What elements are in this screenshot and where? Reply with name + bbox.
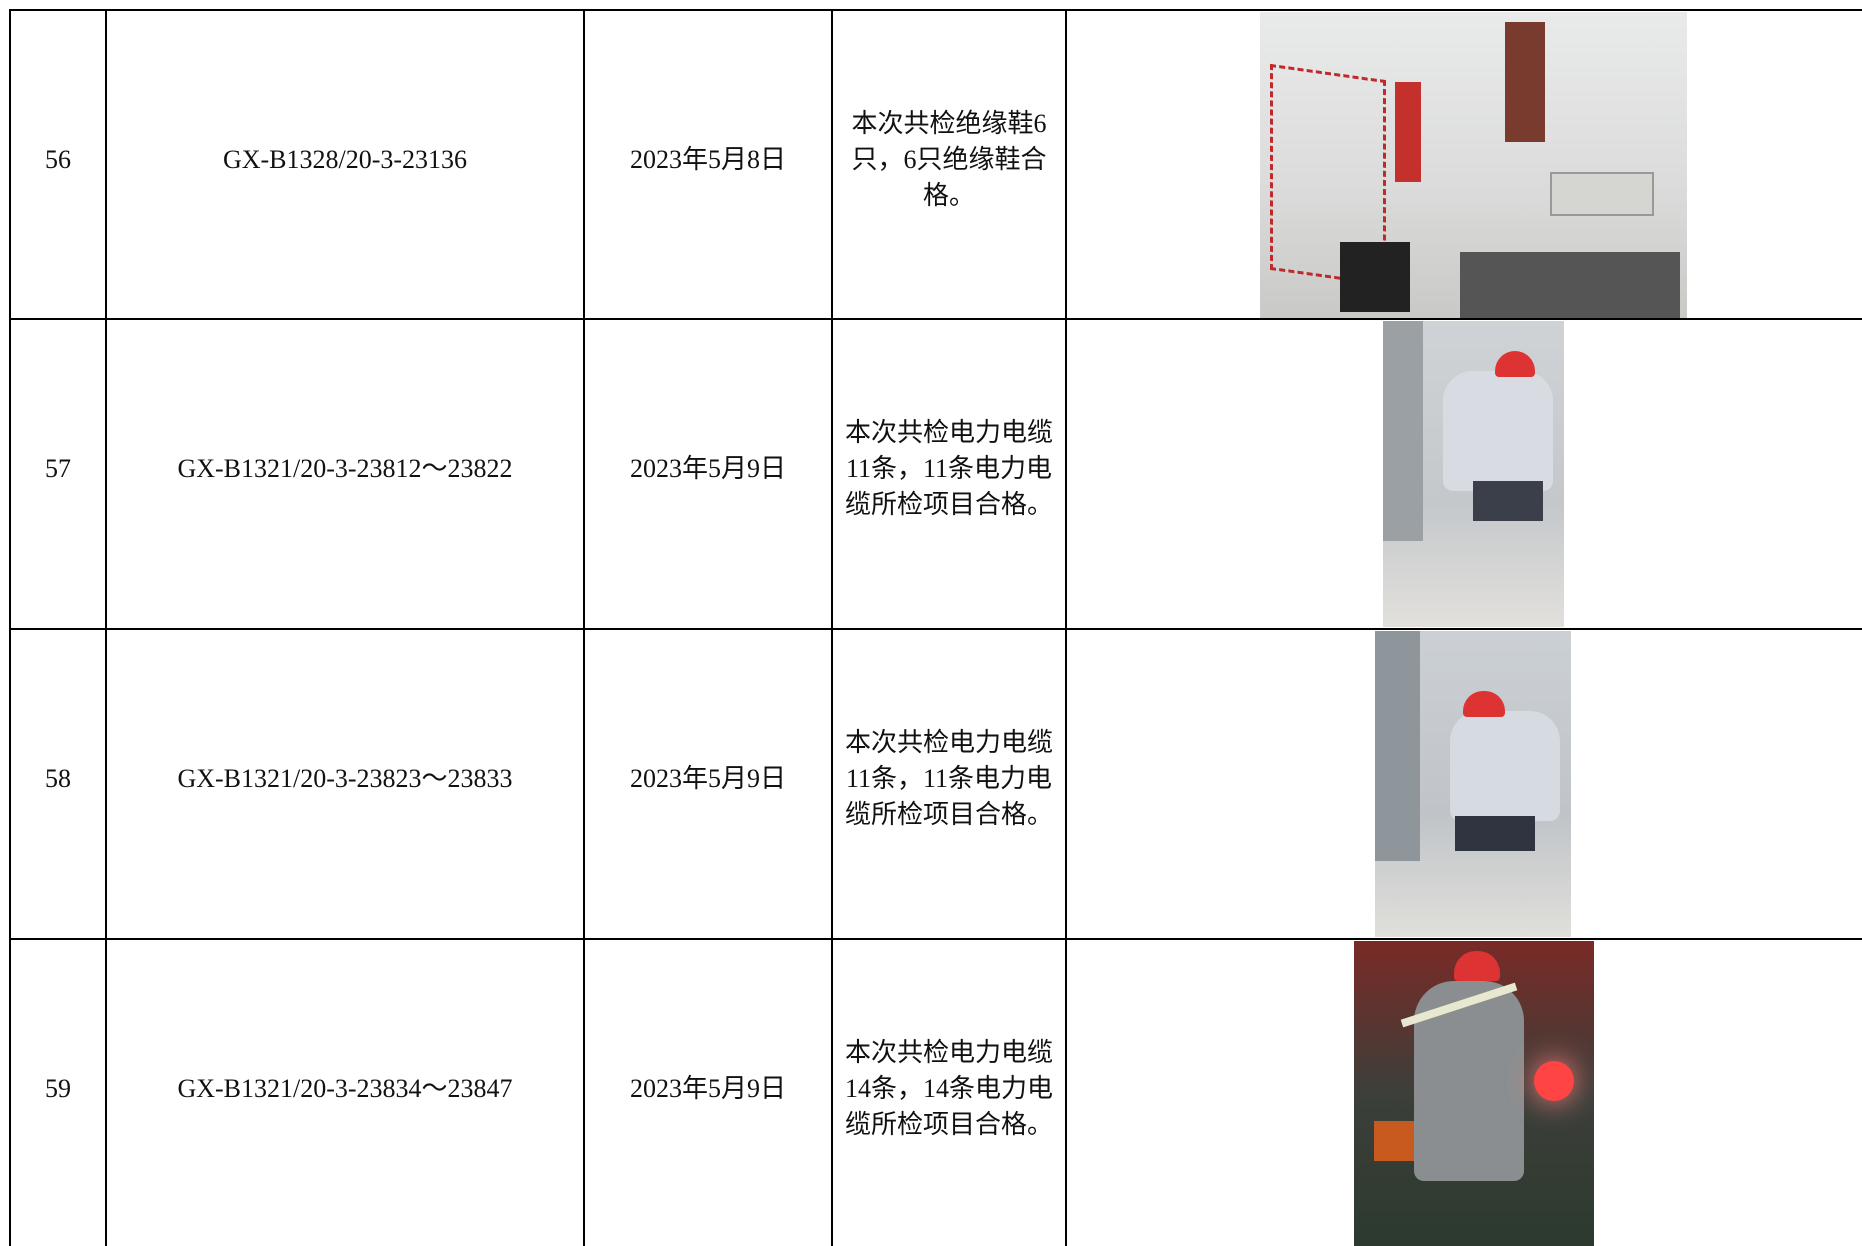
row-number: 56 [45, 145, 71, 174]
column-line [105, 9, 107, 1246]
column-line [583, 9, 585, 1246]
photo [1260, 12, 1687, 318]
code: GX-B1328/20-3-23136 [222, 145, 468, 174]
column-line [1065, 9, 1067, 1246]
row-line [9, 628, 1862, 630]
row-number: 59 [45, 1074, 71, 1103]
date: 2023年5月9日 [629, 764, 786, 793]
row-line [9, 9, 1862, 11]
photo [1375, 631, 1571, 937]
date: 2023年5月9日 [629, 1074, 786, 1103]
code: GX-B1321/20-3-23834～23847 [177, 1074, 513, 1103]
description: 本次共检电力电缆11条，11条电力电缆所检项目合格。 [844, 728, 1053, 829]
row-number: 57 [45, 454, 71, 483]
description: 本次共检电力电缆14条，14条电力电缆所检项目合格。 [844, 1038, 1053, 1139]
description: 本次共检电力电缆11条，11条电力电缆所检项目合格。 [844, 418, 1053, 519]
description: 本次共检绝缘鞋6只，6只绝缘鞋合格。 [851, 109, 1047, 210]
code: GX-B1321/20-3-23812～23822 [177, 454, 513, 483]
code: GX-B1321/20-3-23823～23833 [177, 764, 513, 793]
date: 2023年5月9日 [629, 454, 786, 483]
row-line [9, 938, 1862, 940]
row-line [9, 318, 1862, 320]
row-number: 58 [45, 764, 71, 793]
photo [1383, 321, 1564, 627]
photo [1354, 941, 1594, 1246]
column-line [9, 9, 11, 1246]
column-line [831, 9, 833, 1246]
date: 2023年5月8日 [629, 145, 786, 174]
